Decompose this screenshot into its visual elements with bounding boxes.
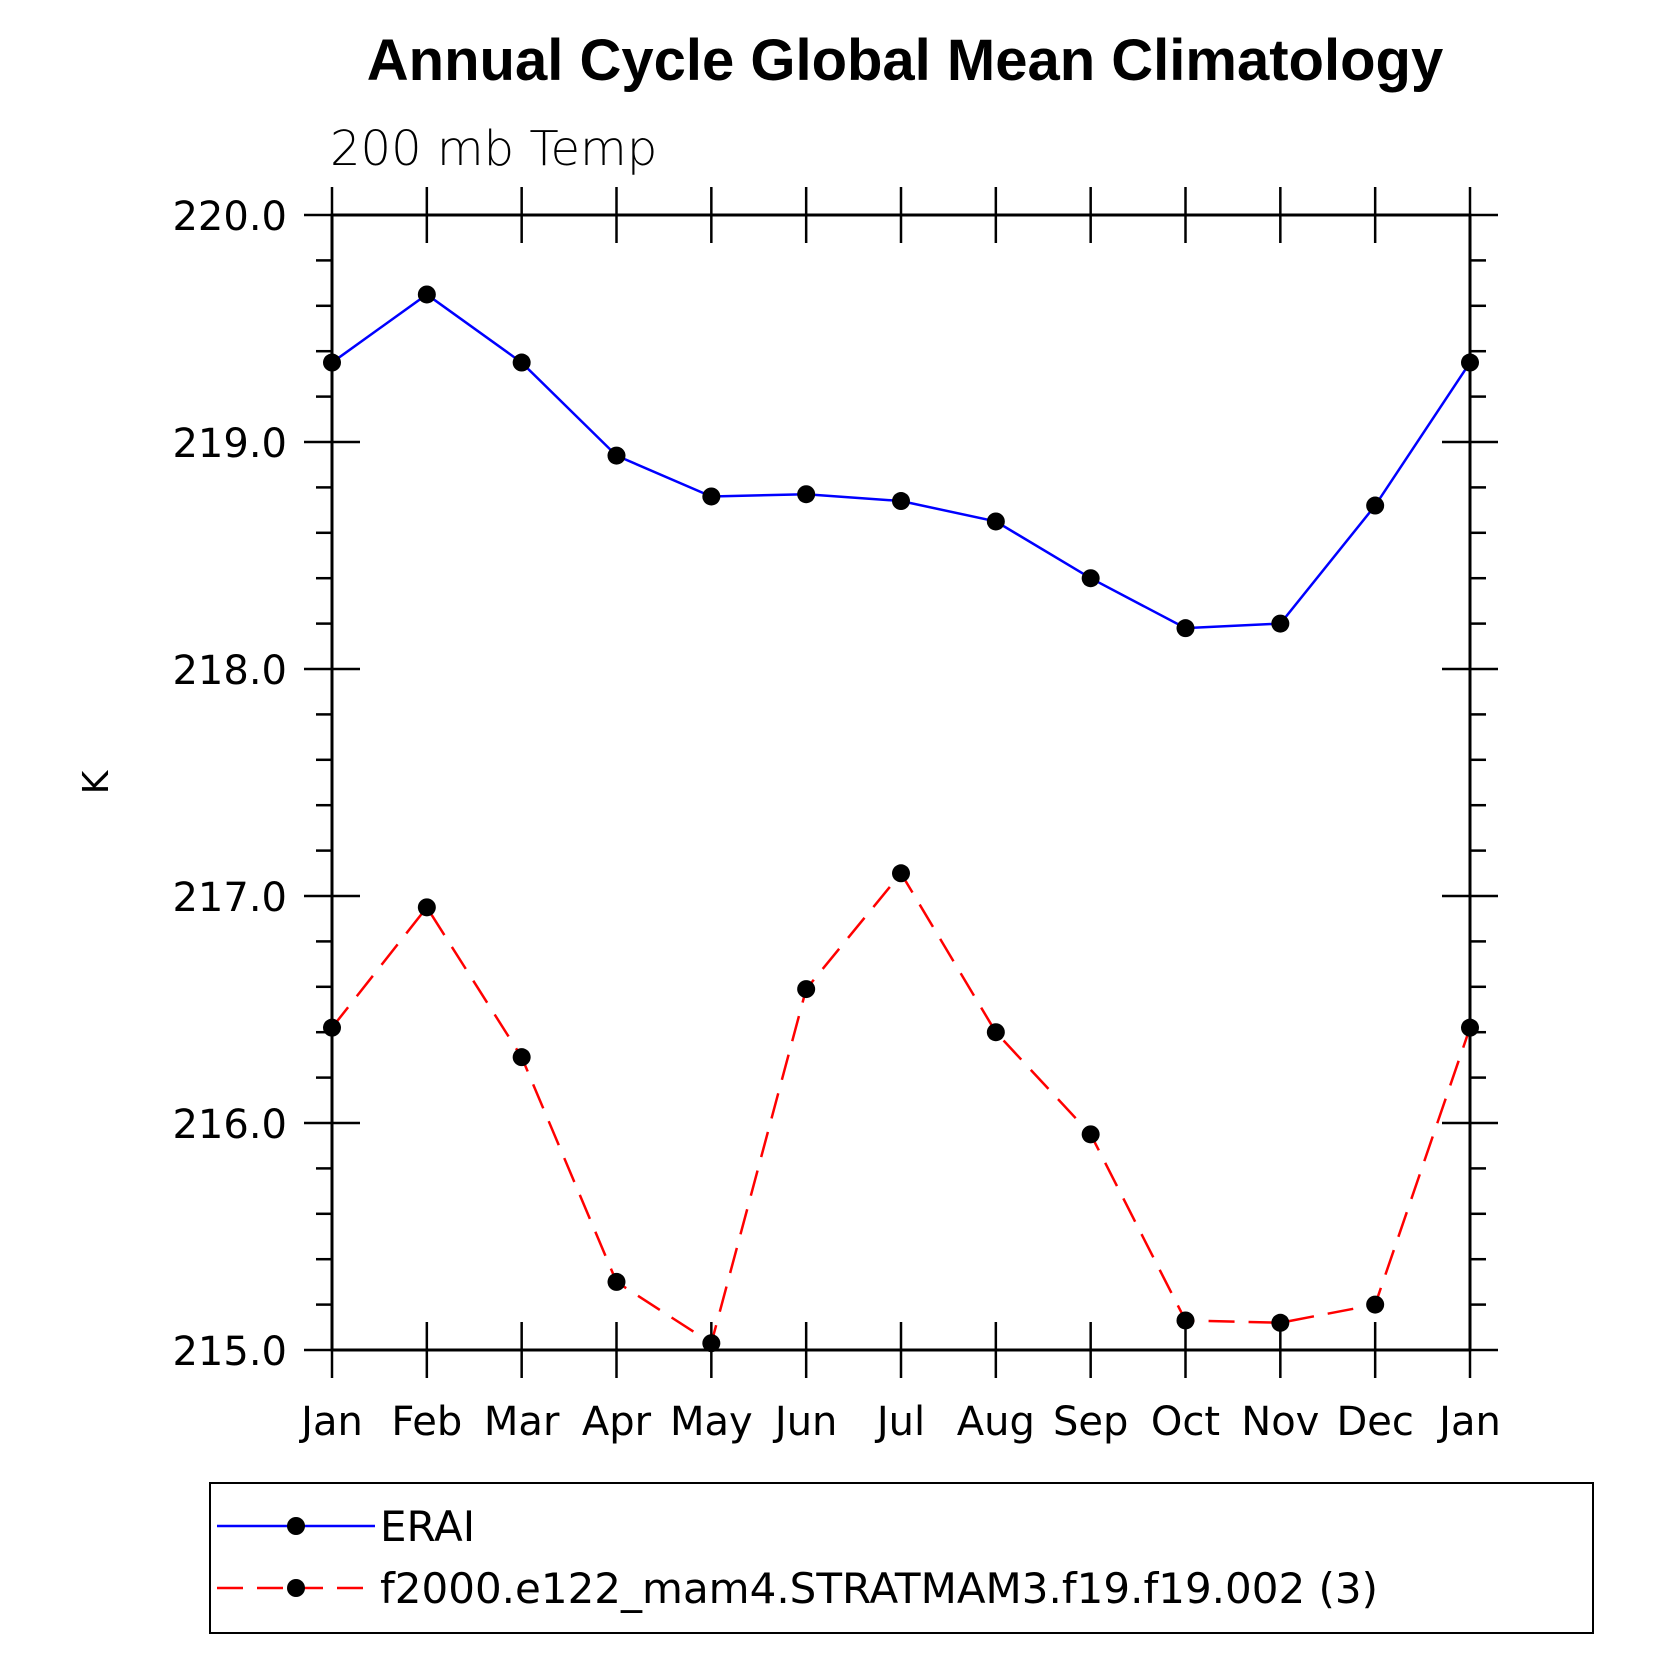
series-1	[323, 864, 1479, 1353]
data-point	[1271, 614, 1290, 633]
x-tick-label: Apr	[582, 1399, 652, 1445]
y-tick-label: 219.0	[172, 421, 287, 467]
chart-title: Annual Cycle Global Mean Climatology	[367, 28, 1443, 93]
data-point	[986, 1023, 1005, 1042]
data-point	[1366, 496, 1385, 515]
x-tick-label: Aug	[957, 1399, 1035, 1445]
data-point	[1081, 569, 1100, 588]
data-point	[512, 353, 531, 372]
data-point	[892, 492, 910, 511]
tick-labels: Jan Feb Mar Apr May Jun Jul Aug Sep Oct Nov Dec Jan2…	[172, 194, 1500, 1445]
chart-subtitle: 200 mb Temp	[330, 121, 657, 177]
data-point	[1081, 1125, 1100, 1144]
x-tick-label: Jul	[874, 1399, 925, 1445]
series-line	[331, 292, 1472, 630]
y-tick-label: 218.0	[172, 648, 287, 694]
series-layer	[323, 285, 1479, 1353]
data-point	[986, 512, 1005, 531]
data-point	[1366, 1295, 1385, 1314]
data-point	[702, 487, 721, 506]
data-point	[702, 1334, 721, 1353]
x-tick-label: Nov	[1241, 1399, 1319, 1445]
legend-marker	[287, 1517, 305, 1535]
data-point	[512, 1048, 531, 1067]
data-point	[1271, 1313, 1290, 1332]
data-point	[1461, 1018, 1479, 1037]
y-tick-label: 215.0	[172, 1329, 287, 1375]
legend-label: f2000.e122_mam4.STRATMAM3.f19.f19.002 (3…	[380, 1564, 1378, 1613]
x-tick-label: Jun	[772, 1399, 838, 1445]
x-tick-label: May	[670, 1399, 753, 1445]
data-point	[607, 1272, 626, 1291]
data-point	[417, 285, 436, 304]
data-point	[1461, 353, 1479, 372]
legend-box	[209, 1482, 1594, 1634]
legend: ERAI f2000.e122_mam4.STRATMAM3.f19.f19.00…	[209, 1482, 1594, 1634]
data-point	[1176, 619, 1195, 638]
y-tick-label: 220.0	[172, 194, 287, 240]
axis-ticks	[304, 187, 1498, 1378]
series-0	[323, 285, 1479, 638]
x-tick-label: Mar	[484, 1399, 560, 1445]
series-line	[331, 871, 1472, 1346]
y-axis-label: K	[76, 769, 117, 794]
data-point	[797, 485, 816, 504]
legend-marker	[287, 1579, 305, 1597]
legend-item: f2000.e122_mam4.STRATMAM3.f19.f19.002 (3…	[217, 1564, 1378, 1613]
legend-label: ERAI	[380, 1502, 475, 1551]
data-point	[323, 1018, 341, 1037]
data-point	[417, 898, 436, 917]
x-tick-label: Feb	[391, 1399, 462, 1445]
x-tick-label: Sep	[1053, 1399, 1128, 1445]
data-point	[607, 446, 626, 465]
plot-frame	[330, 213, 1472, 1352]
legend-item: ERAI	[217, 1502, 475, 1551]
data-point	[797, 980, 816, 999]
plot-border	[330, 213, 1472, 1352]
y-tick-label: 216.0	[172, 1102, 287, 1148]
data-point	[1176, 1311, 1195, 1330]
x-tick-label: Dec	[1336, 1399, 1413, 1445]
x-tick-label: Jan	[298, 1399, 363, 1445]
x-tick-label: Oct	[1151, 1399, 1220, 1445]
data-point	[892, 864, 910, 883]
x-tick-label: Jan	[1436, 1399, 1501, 1445]
data-point	[323, 353, 341, 372]
y-tick-label: 217.0	[172, 875, 287, 921]
